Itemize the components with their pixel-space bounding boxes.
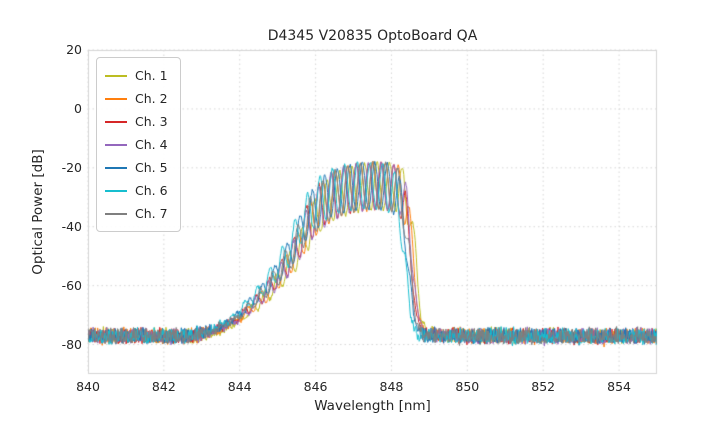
legend-item-label: Ch. 7 bbox=[135, 206, 168, 221]
x-tick-label: 844 bbox=[227, 379, 252, 394]
x-tick-label: 846 bbox=[303, 379, 328, 394]
legend-item: Ch. 5 bbox=[105, 156, 168, 179]
x-tick-label: 852 bbox=[531, 379, 556, 394]
legend-item: Ch. 6 bbox=[105, 179, 168, 202]
legend-item-label: Ch. 6 bbox=[135, 183, 168, 198]
legend-line-swatch bbox=[105, 189, 127, 192]
x-axis-label: Wavelength [nm] bbox=[314, 398, 431, 414]
legend-line-swatch bbox=[105, 212, 127, 215]
legend-item-label: Ch. 4 bbox=[135, 137, 168, 152]
legend-item-label: Ch. 5 bbox=[135, 160, 168, 175]
y-tick-label: -40 bbox=[61, 218, 82, 234]
x-tick-label: 840 bbox=[76, 379, 100, 394]
chart-title: D4345 V20835 OptoBoard QA bbox=[267, 28, 478, 44]
x-tick-label: 854 bbox=[607, 379, 631, 394]
y-tick-label: 20 bbox=[66, 42, 82, 57]
legend: Ch. 1 Ch. 2 Ch. 3 Ch. 4 Ch. 5 Ch. 6 Ch. 7 bbox=[96, 57, 181, 232]
y-tick-label: 0 bbox=[74, 100, 82, 116]
legend-item: Ch. 7 bbox=[105, 202, 168, 225]
legend-item: Ch. 2 bbox=[105, 87, 168, 110]
legend-line-swatch bbox=[105, 97, 127, 100]
legend-item: Ch. 3 bbox=[105, 110, 168, 133]
y-tick-label: -60 bbox=[61, 277, 82, 293]
legend-item-label: Ch. 3 bbox=[135, 114, 168, 129]
legend-item: Ch. 4 bbox=[105, 133, 168, 156]
legend-item: Ch. 1 bbox=[105, 64, 168, 87]
legend-line-swatch bbox=[105, 120, 127, 123]
legend-line-swatch bbox=[105, 74, 127, 77]
legend-line-swatch bbox=[105, 143, 127, 146]
y-tick-label: -20 bbox=[61, 159, 82, 175]
x-tick-label: 848 bbox=[379, 379, 404, 394]
legend-line-swatch bbox=[105, 166, 127, 169]
legend-item-label: Ch. 2 bbox=[135, 91, 168, 106]
y-tick-label: -80 bbox=[61, 336, 82, 352]
x-tick-label: 850 bbox=[455, 379, 480, 394]
legend-item-label: Ch. 1 bbox=[135, 68, 168, 83]
x-tick-label: 842 bbox=[151, 379, 176, 394]
